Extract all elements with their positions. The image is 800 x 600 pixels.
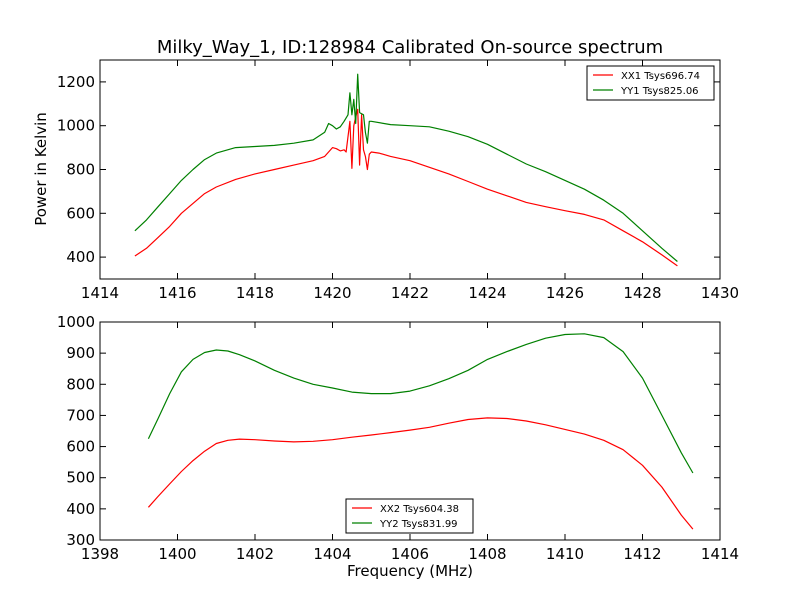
top-y-tick-label: 1000 [57, 117, 95, 135]
bottom-x-tick-label: 1412 [623, 545, 661, 563]
bottom-series-line-2 [147, 333, 694, 474]
bottom-panel-legend: XX2 Tsys604.38 YY2 Tsys831.99 [345, 498, 474, 534]
top-x-tick-label: 1428 [623, 284, 661, 302]
bottom-legend-box [345, 498, 474, 534]
bottom-y-tick-label: 1000 [57, 313, 95, 331]
y-axis-label: Power in Kelvin [32, 112, 50, 226]
top-series-line-1 [134, 108, 678, 267]
bottom-y-tick-label: 800 [66, 375, 95, 393]
bottom-x-tick-label: 1404 [313, 545, 351, 563]
bottom-y-tick-label: 300 [66, 531, 95, 549]
bottom-y-tick-label: 700 [66, 406, 95, 424]
bottom-panel: 1398 1400 1402 1404 1406 1408 1410 1412 1414 300 4… [57, 313, 739, 563]
bottom-legend-entry: YY2 Tsys831.99 [379, 519, 458, 530]
bottom-x-tick-label: 1406 [391, 545, 429, 563]
x-axis-label: Frequency (MHz) [347, 562, 473, 580]
top-y-tick-label: 400 [66, 248, 95, 266]
top-legend-entry: XX1 Tsys696.74 [621, 71, 700, 82]
bottom-panel-ticks: 1398 1400 1402 1404 1406 1408 1410 1412 1414 300 4… [57, 313, 739, 563]
bottom-x-tick-label: 1410 [546, 545, 584, 563]
top-y-tick-label: 1200 [57, 73, 95, 91]
bottom-y-tick-label: 400 [66, 500, 95, 518]
top-legend-box [586, 65, 715, 101]
top-panel-legend: XX1 Tsys696.74 YY1 Tsys825.06 [586, 65, 715, 101]
bottom-y-tick-label: 500 [66, 469, 95, 487]
top-panel-series [134, 73, 678, 267]
bottom-legend-entry: XX2 Tsys604.38 [380, 504, 459, 515]
top-panel-ticks: 1414 1416 1418 1420 1422 1424 1426 1428 1430 400 6… [57, 60, 739, 302]
top-y-tick-label: 800 [66, 161, 95, 179]
bottom-x-tick-label: 1402 [236, 545, 274, 563]
bottom-y-tick-label: 600 [66, 438, 95, 456]
top-x-tick-label: 1414 [81, 284, 119, 302]
bottom-x-tick-label: 1408 [468, 545, 506, 563]
top-y-tick-label: 600 [66, 204, 95, 222]
bottom-y-tick-label: 900 [66, 344, 95, 362]
top-x-tick-label: 1426 [546, 284, 584, 302]
top-x-tick-label: 1420 [313, 284, 351, 302]
top-x-tick-label: 1416 [158, 284, 196, 302]
bottom-x-tick-label: 1400 [158, 545, 196, 563]
bottom-x-tick-label: 1398 [81, 545, 119, 563]
top-series-line-2 [134, 73, 678, 262]
bottom-panel-series [147, 333, 694, 530]
top-x-tick-label: 1424 [468, 284, 506, 302]
top-panel: 1414 1416 1418 1420 1422 1424 1426 1428 1430 400 6… [57, 59, 739, 302]
chart-title: Milky_Way_1, ID:128984 Calibrated On-sou… [157, 37, 663, 58]
top-x-tick-label: 1430 [701, 284, 739, 302]
top-x-tick-label: 1422 [391, 284, 429, 302]
bottom-series-line-1 [147, 417, 694, 530]
top-x-tick-label: 1418 [236, 284, 274, 302]
bottom-x-tick-label: 1414 [701, 545, 739, 563]
top-legend-entry: YY1 Tsys825.06 [620, 86, 699, 97]
